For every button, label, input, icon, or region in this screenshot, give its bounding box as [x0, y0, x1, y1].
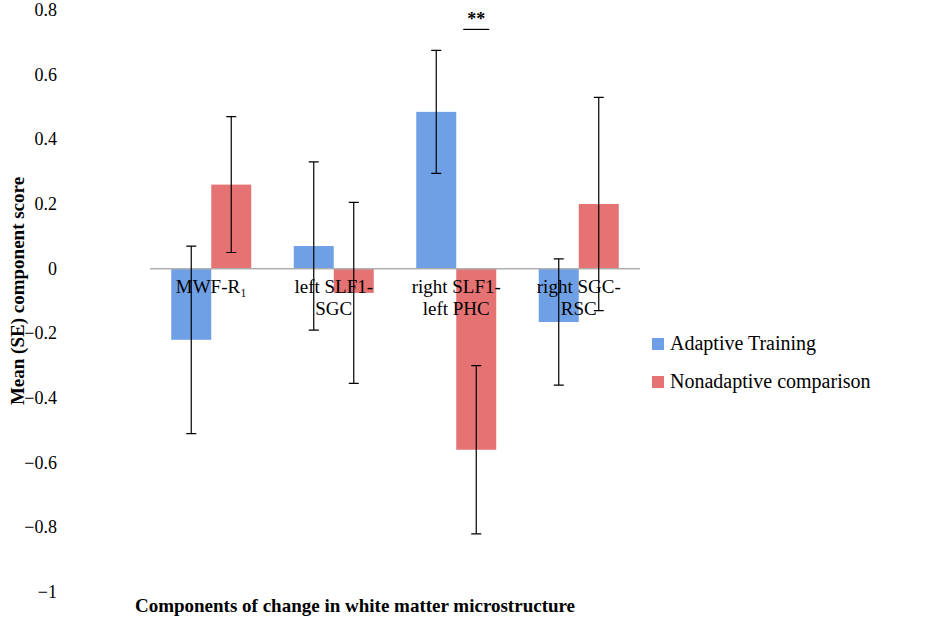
y-tick: [62, 74, 66, 75]
y-tick: [62, 333, 66, 334]
y-tick: [62, 204, 66, 205]
legend-swatch: [652, 338, 664, 350]
y-tick: [62, 462, 66, 463]
y-tick: [62, 398, 66, 399]
y-tick-label: 0.6: [35, 65, 58, 85]
legend-swatch: [652, 376, 664, 388]
y-tick: [62, 592, 66, 593]
legend-label: Nonadaptive comparison: [670, 370, 871, 393]
x-axis-line: [150, 268, 640, 270]
y-tick-label: 0.8: [35, 0, 58, 20]
y-axis-label: Mean (SE) component score: [7, 177, 29, 405]
chart: 0.8 0.6 0.4 0.2 0 −0.2 −0.4 −0.6 −0.8 −1 Mean (SE)…: [0, 0, 952, 621]
annotation: **: [467, 9, 485, 29]
legend-label: Adaptive Training: [670, 332, 816, 355]
category-label: right SLF1-left PHC: [412, 276, 501, 319]
y-tick-label: 0.2: [35, 194, 58, 214]
x-axis-label: Components of change in white matter mic…: [135, 595, 575, 616]
y-tick: [62, 268, 66, 269]
y-tick-label: −0.6: [24, 453, 57, 473]
y-tick: [62, 139, 66, 140]
y-tick-label: 0: [48, 259, 57, 279]
error-bar: [431, 50, 441, 173]
error-bar: [226, 117, 236, 253]
error-bar: [186, 246, 196, 434]
category-label: right SGC-RSC: [537, 276, 621, 319]
y-tick-label: 0.4: [35, 129, 58, 149]
category-label: MWF-R₁: [176, 276, 247, 297]
y-tick-label: −1: [38, 582, 57, 602]
y-tick: [62, 527, 66, 528]
error-bar: [471, 366, 481, 534]
y-tick-label: −0.8: [24, 517, 57, 537]
y-tick-label: −0.2: [24, 323, 57, 343]
y-tick-label: −0.4: [24, 388, 57, 408]
category-label: left SLF1-SGC: [294, 276, 373, 319]
y-tick: [62, 10, 66, 11]
